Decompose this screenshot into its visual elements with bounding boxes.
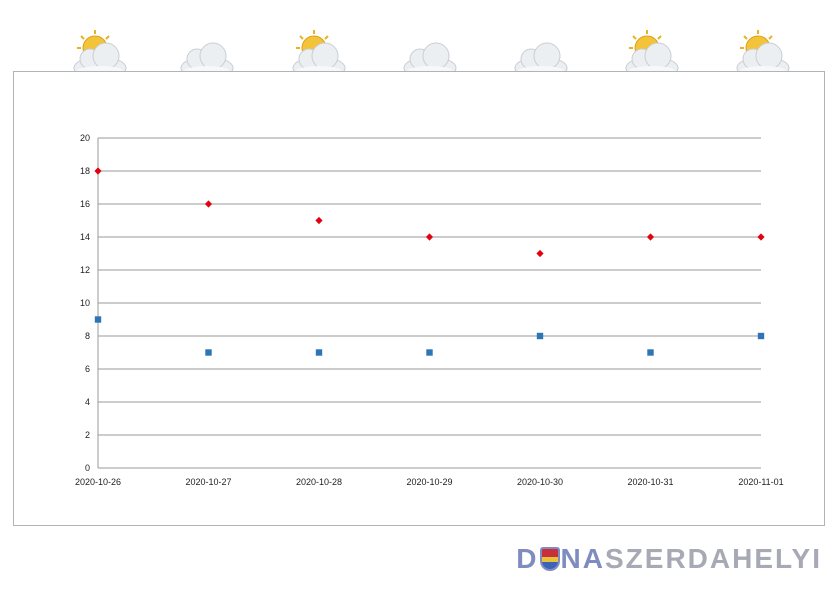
temperature-chart: 0 2 4 6 8 10 12 14 16 18 20 2020-10-26 2020-10-27 202… xyxy=(75,133,784,487)
x-tick-label: 2020-10-28 xyxy=(296,477,342,487)
logo-text-start: D xyxy=(516,543,539,574)
y-tick-label: 10 xyxy=(80,298,90,308)
data-point-diamond xyxy=(536,249,544,258)
data-point-diamond xyxy=(315,216,323,225)
y-tick-label: 4 xyxy=(85,397,90,407)
data-point-square xyxy=(426,349,433,356)
x-tick-label: 2020-10-29 xyxy=(406,477,452,487)
data-point-diamond xyxy=(646,233,655,241)
data-point-square xyxy=(315,349,323,356)
y-tick-label: 14 xyxy=(80,232,90,242)
x-tick-label: 2020-10-26 xyxy=(75,477,121,487)
logo-text-middle: NA xyxy=(560,543,605,574)
y-tick-label: 20 xyxy=(80,133,90,143)
data-point-diamond xyxy=(757,233,765,241)
data-point-square xyxy=(94,316,102,323)
logo-text-end: SZERDAHELYI xyxy=(604,543,822,574)
data-point-square xyxy=(647,349,654,356)
data-point-square xyxy=(205,349,212,356)
data-point-diamond xyxy=(94,167,102,175)
data-point-square xyxy=(536,332,544,340)
weather-icon-row xyxy=(0,0,840,100)
y-tick-label: 16 xyxy=(80,199,90,209)
chart-frame: 0 2 4 6 8 10 12 14 16 18 20 2020-10-26 2020-10-27 202… xyxy=(13,71,825,526)
x-tick-label: 2020-10-30 xyxy=(517,477,563,487)
y-tick-label: 18 xyxy=(80,166,90,176)
y-tick-label: 8 xyxy=(85,331,90,341)
data-point-diamond xyxy=(204,200,213,208)
y-tick-label: 2 xyxy=(85,430,90,440)
y-tick-label: 12 xyxy=(80,265,90,275)
x-tick-label: 2020-10-31 xyxy=(627,477,673,487)
data-point-diamond xyxy=(425,233,434,241)
data-point-square xyxy=(757,332,765,340)
x-tick-label: 2020-10-27 xyxy=(185,477,231,487)
crest-icon xyxy=(539,547,560,571)
x-tick-label: 2020-11-01 xyxy=(738,477,783,487)
site-logo: D NASZERDAHELYI xyxy=(516,543,822,575)
y-tick-label: 6 xyxy=(85,364,90,374)
y-tick-label: 0 xyxy=(85,463,90,473)
